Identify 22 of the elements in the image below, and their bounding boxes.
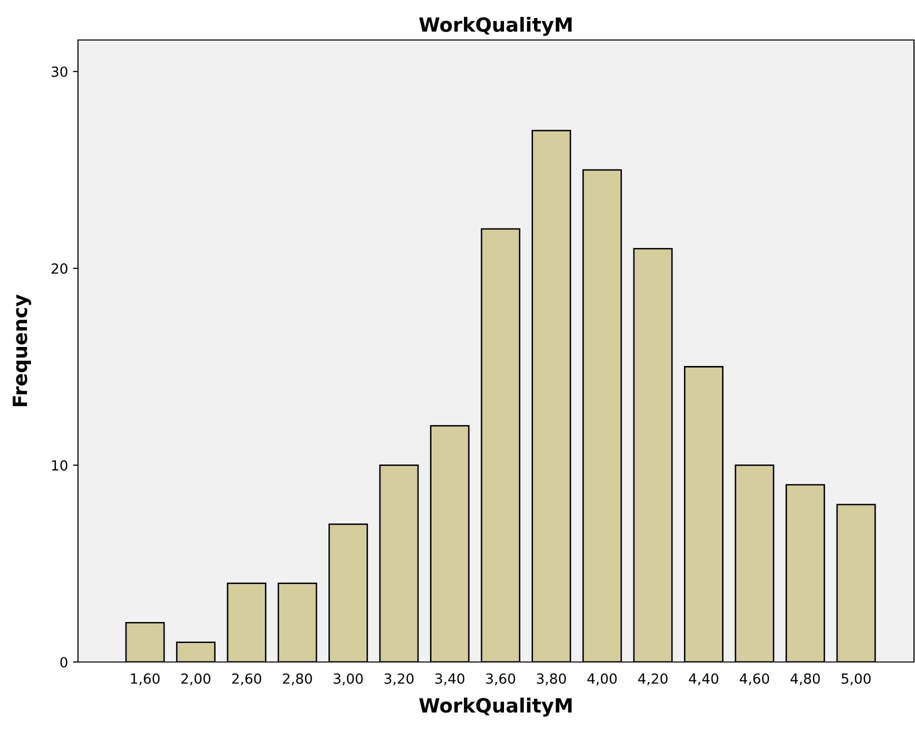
y-tick-label: 0	[60, 656, 68, 668]
x-tick-label: 3,80	[536, 673, 566, 686]
x-tick-label: 4,60	[740, 673, 770, 686]
x-tick-label: 2,60	[232, 673, 262, 686]
x-tick-label: 4,40	[688, 673, 718, 686]
x-tick-label: 2,80	[282, 673, 312, 686]
x-tick-label: 4,80	[790, 673, 820, 686]
x-tick-label: 5,00	[842, 673, 871, 686]
x-tick-label: 3,20	[384, 673, 414, 686]
x-tick-label: 2,00	[181, 673, 210, 686]
x-tick-label: 4,20	[638, 673, 668, 686]
y-tick-label: 10	[52, 460, 68, 471]
y-tick-label: 20	[52, 263, 68, 274]
x-tick-label: 3,40	[435, 673, 464, 686]
y-tick-label: 30	[52, 66, 68, 77]
y-axis-title: Frequency	[12, 294, 32, 406]
x-tick-label: 3,60	[486, 673, 516, 686]
x-tick-label: 4,00	[587, 673, 617, 686]
x-axis-title: WorkQualityM	[419, 698, 572, 717]
chart-title: WorkQualityM	[419, 16, 572, 36]
x-tick-label: 1,60	[131, 673, 160, 686]
x-tick-label: 3,00	[334, 673, 363, 686]
